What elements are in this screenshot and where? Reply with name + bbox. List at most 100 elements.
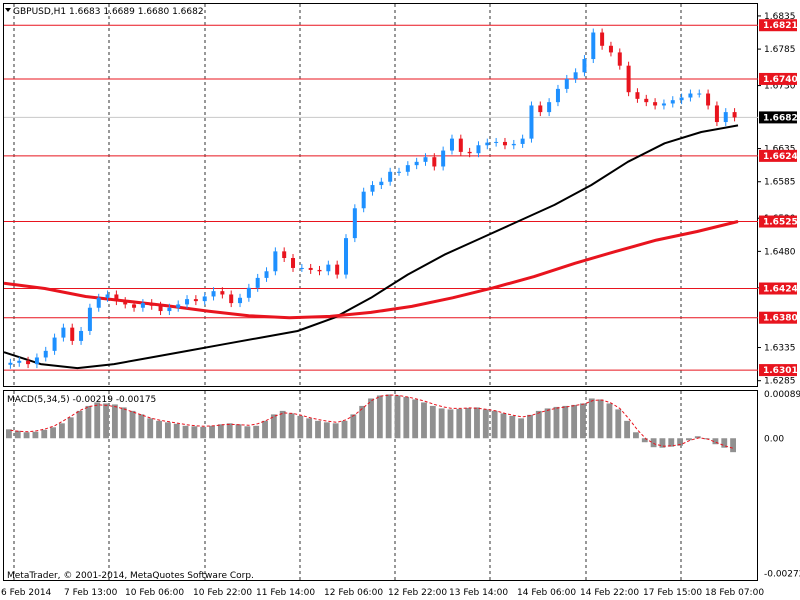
macd-bar	[668, 438, 675, 447]
candle-body	[105, 294, 110, 298]
macd-bar	[103, 403, 109, 439]
macd-bar	[111, 404, 118, 439]
candles	[8, 28, 737, 369]
macd-bar	[500, 413, 507, 439]
ma_slow-line	[3, 220, 739, 320]
y-tick-label: 1.6785	[764, 45, 796, 55]
candle-body	[361, 191, 366, 209]
candle-body	[79, 330, 84, 341]
candle-body	[26, 360, 31, 365]
macd-bar	[429, 405, 436, 439]
candle-body	[555, 88, 560, 103]
candle-body	[317, 269, 322, 272]
macd-bar	[129, 410, 136, 439]
macd-bar	[209, 425, 215, 439]
moving-averages	[3, 124, 739, 370]
macd-bar	[332, 423, 339, 439]
y-tick-label: 1.6635	[764, 145, 796, 155]
candle-body	[132, 304, 137, 308]
level-tag-label: 1.6740	[763, 75, 798, 85]
candle-body	[114, 294, 119, 302]
macd-bar	[270, 414, 277, 439]
candle-body	[167, 307, 172, 312]
macd-bar	[633, 432, 639, 439]
candle-body	[547, 102, 552, 113]
level-tag	[759, 364, 797, 377]
candle-body	[264, 271, 269, 278]
x-tick-label: 14 Feb 06:00	[517, 588, 576, 598]
macd-bar	[686, 438, 692, 441]
macd-bar	[226, 423, 233, 439]
candle-body	[273, 251, 278, 272]
candle-body	[714, 105, 719, 123]
candle-body	[238, 297, 243, 304]
candle-body	[211, 291, 216, 297]
macd-bar	[41, 429, 48, 439]
candle-body	[255, 277, 260, 288]
y-tick-label: 1.6585	[764, 178, 796, 188]
candle-body	[449, 138, 454, 151]
macd-bar	[244, 426, 251, 439]
macd-bar	[553, 406, 560, 439]
candle-body	[423, 157, 428, 162]
candle-body	[176, 304, 181, 308]
x-tick-label: 13 Feb 14:00	[449, 588, 508, 598]
macd-bar	[14, 430, 21, 439]
candle-body	[352, 208, 357, 239]
y-tick-label: 1.6285	[764, 377, 796, 387]
macd-bar	[465, 407, 472, 439]
macd-bar	[535, 410, 542, 439]
macd-bar	[615, 409, 622, 439]
candle-body	[8, 362, 13, 365]
candle-body	[202, 296, 207, 302]
macd-bar	[350, 414, 357, 439]
macd-bar	[421, 402, 427, 439]
dropdown-arrow-icon[interactable]	[5, 8, 11, 12]
macd-bar	[323, 422, 330, 439]
x-tick-label: 12 Feb 06:00	[324, 588, 383, 598]
macd-bar	[403, 396, 410, 439]
candle-body	[723, 112, 728, 123]
price-levels	[4, 24, 758, 371]
ma_fast-line	[3, 124, 739, 370]
candle-body	[193, 299, 198, 302]
macd-bar	[262, 420, 268, 439]
candle-body	[732, 112, 737, 118]
macd-bar	[173, 423, 180, 439]
macd-bar	[368, 398, 374, 439]
macd-bar	[588, 398, 595, 439]
macd-bar	[191, 426, 198, 439]
candle-body	[432, 157, 437, 167]
candle-body	[379, 181, 384, 186]
price-panel-frame	[3, 3, 758, 387]
macd-bar	[297, 415, 304, 439]
macd-bar	[359, 405, 366, 439]
y-tick-label: 1.6835	[764, 12, 796, 22]
x-tick-label: 7 Feb 13:00	[64, 588, 118, 598]
candle-body	[414, 161, 419, 166]
candle-body	[291, 258, 296, 268]
candle-body	[617, 52, 622, 66]
macd-bar	[509, 415, 516, 439]
candle-body	[467, 151, 472, 154]
macd-bar	[288, 413, 295, 439]
macd-bar	[217, 424, 224, 439]
macd-tick-label: -0.00272	[764, 570, 800, 580]
candle-body	[626, 65, 631, 93]
candle-body	[688, 93, 693, 98]
macd-bar	[156, 420, 162, 439]
level-tag-label: 1.6301	[763, 366, 798, 376]
macd-bar	[677, 438, 684, 446]
macd-bar	[120, 407, 127, 439]
macd-bar	[182, 425, 189, 439]
macd-bar	[580, 403, 586, 439]
macd-bar	[147, 418, 154, 439]
x-tick-label: 17 Feb 15:00	[643, 588, 702, 598]
y-tick-label: 1.6730	[764, 82, 796, 92]
macd-bar	[597, 399, 604, 439]
candle-body	[706, 93, 711, 106]
candle-body	[644, 98, 649, 103]
level-tag-label: 1.6380	[763, 314, 798, 324]
candle-body	[370, 185, 375, 192]
macd-bar	[306, 418, 313, 439]
